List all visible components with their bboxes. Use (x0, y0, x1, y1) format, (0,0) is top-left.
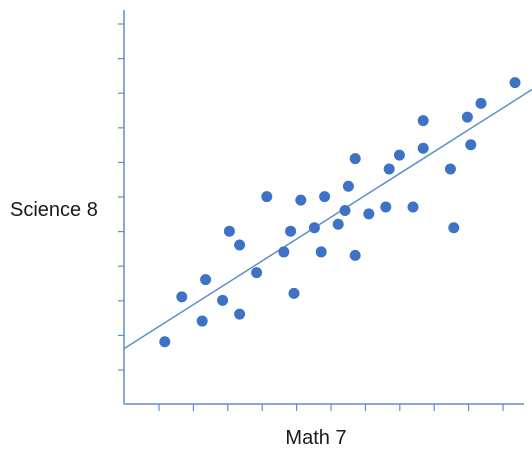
scatter-point (393, 149, 405, 161)
scatter-point (200, 274, 212, 286)
scatter-point (332, 218, 344, 230)
scatter-point (363, 208, 375, 220)
scatter-point (349, 249, 361, 261)
scatter-point (278, 246, 290, 258)
scatter-point (251, 267, 263, 279)
scatter-point (461, 111, 473, 123)
scatter-point (349, 153, 361, 165)
scatter-point (380, 201, 392, 213)
scatter-point (234, 239, 246, 251)
scatter-points (159, 77, 521, 348)
scatter-point (196, 315, 208, 327)
scatter-point (295, 194, 307, 206)
scatter-point (261, 191, 273, 203)
scatter-point (315, 246, 327, 258)
scatter-point (339, 204, 351, 216)
scatter-point (176, 291, 188, 303)
scatter-point (417, 115, 429, 127)
scatter-point (234, 308, 246, 320)
x-axis-ticks (158, 404, 504, 411)
y-axis-ticks (118, 23, 124, 371)
scatter-point (509, 77, 521, 89)
scatter-point (444, 163, 456, 175)
trendline (123, 88, 532, 350)
scatter-point (308, 222, 320, 234)
scatter-point (319, 191, 331, 203)
scatter-point (342, 180, 354, 192)
x-axis-label: Math 7 (285, 427, 346, 449)
scatter-point (223, 225, 235, 237)
scatter-point (285, 225, 297, 237)
scatter-point (465, 139, 477, 151)
scatter-point (383, 163, 395, 175)
scatter-point (448, 222, 460, 234)
scatter-point (407, 201, 419, 213)
scatter-point (217, 294, 229, 306)
scatter-point (475, 97, 487, 109)
scatter-point (159, 336, 171, 348)
scatter-point (288, 287, 300, 299)
scatter-point (417, 142, 429, 154)
y-axis-label: Science 8 (10, 199, 98, 221)
